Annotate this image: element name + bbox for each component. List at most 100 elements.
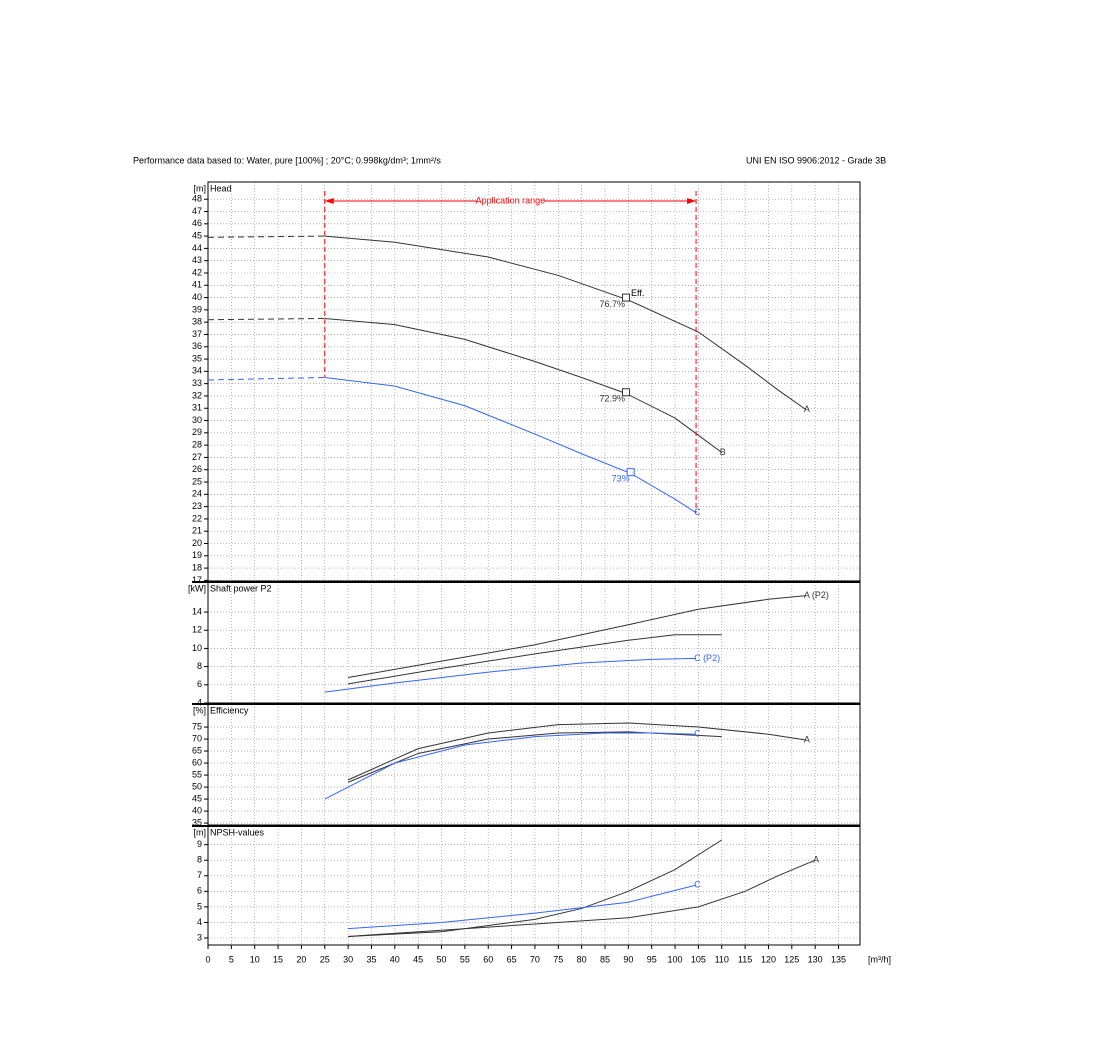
y-tick-label: 6: [197, 679, 202, 689]
y-tick-label: 34: [192, 366, 202, 376]
panel-title: NPSH-values: [210, 827, 265, 837]
y-unit: [%]: [193, 705, 206, 715]
y-tick-label: 65: [192, 745, 202, 755]
y-unit: [m]: [194, 827, 207, 837]
header-left: Performance data based to: Water, pure […: [133, 155, 441, 165]
panel-title: Efficiency: [210, 705, 249, 715]
x-tick-label: 55: [460, 954, 470, 964]
duty-point: [626, 468, 635, 477]
y-tick-label: 17: [192, 575, 202, 585]
y-tick-label: 55: [192, 769, 202, 779]
curve-label: A: [804, 404, 810, 414]
y-tick-label: 14: [192, 606, 202, 616]
panel-frame: [207, 825, 861, 946]
y-tick-label: 42: [192, 267, 202, 277]
y-tick-label: 18: [192, 562, 202, 572]
y-tick-label: 4: [197, 917, 202, 927]
x-tick-label: 95: [647, 954, 657, 964]
header-right: UNI EN ISO 9906:2012 - Grade 3B: [746, 155, 886, 165]
curve: [348, 859, 816, 937]
x-tick-label: 10: [250, 954, 260, 964]
y-tick-label: 6: [197, 886, 202, 896]
y-tick-label: 47: [192, 206, 202, 216]
range-label-bg: [477, 196, 544, 206]
x-tick-label: 80: [577, 954, 587, 964]
y-tick-label: 45: [192, 230, 202, 240]
y-tick-label: 27: [192, 452, 202, 462]
x-tick-label: 25: [320, 954, 330, 964]
y-tick-label: 46: [192, 218, 202, 228]
y-tick-label: 22: [192, 513, 202, 523]
y-tick-label: 9: [197, 839, 202, 849]
y-tick-label: 28: [192, 440, 202, 450]
curve: [324, 732, 697, 800]
arrow-head: [324, 198, 334, 204]
curve: [348, 884, 697, 930]
curve: [348, 595, 806, 679]
y-tick-label: 35: [192, 817, 202, 827]
y-tick-label: 45: [192, 793, 202, 803]
y-tick-label: 43: [192, 255, 202, 265]
x-tick-label: 85: [600, 954, 610, 964]
panel-frame: [207, 703, 861, 826]
curve: [347, 731, 722, 783]
x-tick-label: 20: [296, 954, 306, 964]
curve-label: C (P2): [694, 653, 720, 663]
y-tick-label: 48: [192, 194, 202, 204]
curve-label: A: [804, 734, 810, 744]
curve: [207, 317, 325, 321]
curve-label: C: [694, 507, 701, 517]
x-tick-label: 110: [715, 954, 729, 964]
x-tick-label: 15: [273, 954, 283, 964]
x-tick-label: 135: [831, 954, 846, 964]
y-tick-label: 20: [192, 538, 202, 548]
y-tick-label: 75: [192, 721, 202, 731]
curve: [324, 317, 723, 453]
range-label: Application range: [476, 195, 546, 205]
duty-point: [622, 388, 631, 397]
x-tick-label: 60: [483, 954, 493, 964]
y-tick-label: 39: [192, 304, 202, 314]
arrow-head: [687, 198, 697, 204]
y-tick-label: 8: [197, 855, 202, 865]
x-tick-label: 65: [507, 954, 517, 964]
y-tick-label: 12: [192, 625, 202, 635]
y-tick-label: 44: [192, 243, 202, 253]
y-tick-label: 35: [192, 353, 202, 363]
curve: [324, 377, 697, 514]
curve-label: A (P2): [804, 590, 829, 600]
x-tick-label: 45: [413, 954, 423, 964]
x-tick-label: 50: [437, 954, 447, 964]
y-tick-label: 24: [192, 489, 202, 499]
curve-label: C: [694, 879, 701, 889]
x-tick-label: 105: [691, 954, 706, 964]
y-tick-label: 4: [197, 697, 202, 707]
y-tick-label: 50: [192, 781, 202, 791]
y-tick-label: 29: [192, 427, 202, 437]
x-tick-label: 100: [668, 954, 683, 964]
x-tick-label: 120: [761, 954, 776, 964]
duty-label: 72.9%: [599, 394, 625, 404]
x-unit: [m³/h]: [868, 954, 891, 964]
y-tick-label: 40: [192, 805, 202, 815]
y-tick-label: 31: [192, 403, 202, 413]
duty-point: [622, 293, 631, 302]
curve: [207, 377, 325, 381]
annotation: Eff.: [631, 288, 644, 298]
curve-label: B: [720, 447, 726, 457]
y-tick-label: 5: [197, 901, 202, 911]
x-tick-label: 40: [390, 954, 400, 964]
y-tick-label: 33: [192, 378, 202, 388]
x-tick-label: 115: [738, 954, 752, 964]
y-tick-label: 30: [192, 415, 202, 425]
panel-title: Shaft power P2: [210, 583, 272, 593]
y-tick-label: 23: [192, 501, 202, 511]
panel-title: Head: [210, 183, 232, 193]
x-tick-label: 90: [623, 954, 633, 964]
x-tick-label: 5: [229, 954, 234, 964]
y-tick-label: 25: [192, 476, 202, 486]
curve: [348, 634, 722, 685]
y-tick-label: 70: [192, 733, 202, 743]
